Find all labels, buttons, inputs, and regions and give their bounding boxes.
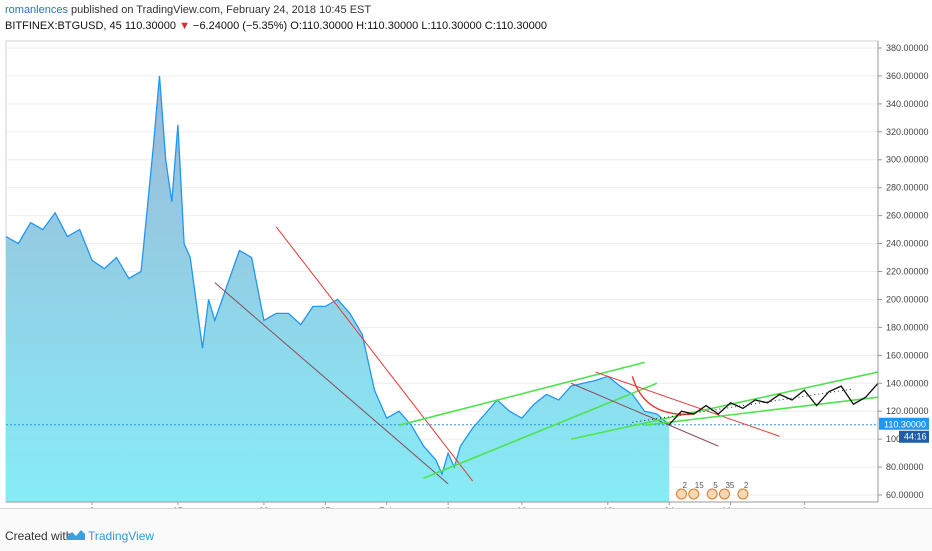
publish-info: romanlences published on TradingView.com… [5,4,371,16]
chart-area[interactable]: 8152227Feb6121924Mar660.0000080.00000100… [0,37,932,508]
author-link[interactable]: romanlences [5,4,68,16]
event-count: 2 [744,481,749,490]
y-tick-label: 260.00000 [886,211,929,221]
price-line [5,75,670,477]
channel-green-upper [398,361,645,426]
price-change: −6.24000 (−5.35%) [193,20,288,32]
y-tick-label: 120.00000 [886,406,929,416]
event-flag-icon [706,488,718,500]
channel-green-lower [423,382,658,479]
y-tick-label: 200.00000 [886,294,929,304]
y-tick-label: 140.00000 [886,378,929,388]
x-tick-label: 22 [259,506,269,508]
y-tick-label: 60.00000 [886,490,924,500]
ohlc-values: O:110.30000 H:110.30000 L:110.30000 C:11… [290,20,547,32]
x-tick-label: 8 [89,506,94,508]
trendline-dark-2 [570,382,719,447]
y-tick-label: 100 [886,434,901,444]
y-tick-label: 380.00000 [886,43,929,53]
chart-header: romanlences published on TradingView.com… [0,0,932,36]
event-count: 2 [682,481,687,490]
trendline-red-2 [595,371,780,437]
event-flag-icon [737,488,749,500]
symbol-label: BITFINEX:BTGUSD, 45 [5,20,122,32]
y-tick-label: 300.00000 [886,155,929,165]
tradingview-logo-icon[interactable] [66,528,86,542]
price-area [6,75,670,503]
event-count: 5 [713,481,718,490]
created-with-text: Created with [5,529,73,543]
footer: Created with TradingView [0,508,932,551]
publish-text: published on TradingView.com, February 2… [71,4,372,16]
price-chart[interactable]: 8152227Feb6121924Mar660.0000080.00000100… [0,37,932,508]
x-tick-label: 6 [446,506,451,508]
channel-green-mid [644,396,879,426]
x-tick-label: 6 [802,506,807,508]
y-tick-label: 160.00000 [886,350,929,360]
y-tick-label: 180.00000 [886,322,929,332]
down-arrow-icon: ▼ [179,20,190,32]
countdown-box [899,430,929,443]
event-count: 35 [725,481,734,490]
price-label-box [879,417,929,430]
last-price: 110.30000 [124,20,176,32]
x-tick-label: 15 [173,506,183,508]
x-tick-label: 27 [320,506,330,508]
x-tick-label: 19 [603,506,613,508]
x-tick-label: Mar [723,506,739,508]
x-tick-label: Feb [379,506,395,508]
channel-green-bottom [570,371,879,440]
x-tick-label: 12 [517,506,527,508]
price-label: 110.30000 [884,420,926,430]
y-tick-label: 340.00000 [886,99,929,109]
y-tick-label: 360.00000 [886,71,929,81]
y-tick-label: 80.00000 [886,462,924,472]
countdown-label: 44:16 [904,432,927,442]
symbol-info: BITFINEX:BTGUSD, 45 110.30000 ▼ −6.24000… [5,20,547,32]
event-count: 15 [695,481,704,490]
y-tick-label: 240.00000 [886,239,929,249]
x-tick-label: 24 [664,506,674,508]
trendline-dark-1 [214,282,449,485]
trendline-red-1 [275,226,474,482]
tradingview-brand-link[interactable]: TradingView [88,529,155,543]
y-tick-label: 320.00000 [886,127,929,137]
y-tick-label: 280.00000 [886,183,929,193]
event-flag-icon [675,488,687,500]
event-flag-icon [718,488,730,500]
y-tick-label: 220.00000 [886,267,929,277]
event-flag-icon [688,488,700,500]
forecast-path [668,382,879,426]
